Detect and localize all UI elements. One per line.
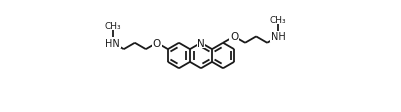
Text: NH: NH bbox=[270, 32, 285, 42]
Text: CH₃: CH₃ bbox=[269, 16, 286, 24]
Text: HN: HN bbox=[105, 38, 120, 48]
Text: O: O bbox=[229, 32, 238, 42]
Text: N: N bbox=[196, 38, 205, 48]
Text: O: O bbox=[152, 38, 161, 48]
Text: CH₃: CH₃ bbox=[104, 22, 121, 31]
